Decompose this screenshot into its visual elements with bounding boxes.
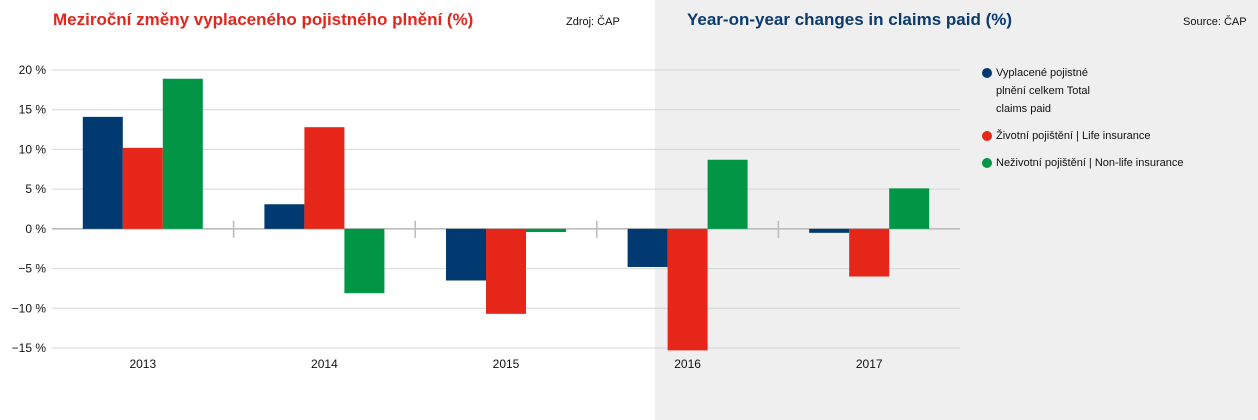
chart-title-czech: Meziroční změny vyplaceného pojistného p… — [53, 10, 474, 29]
bar — [486, 228, 526, 314]
chart-legend: Vyplacené pojistné plnění celkem Total c… — [982, 64, 1236, 181]
x-tick-label: 2013 — [129, 357, 156, 371]
x-tick-label: 2017 — [856, 357, 883, 371]
legend-swatch — [982, 131, 992, 141]
bar — [446, 228, 486, 281]
y-tick-label: 0 % — [25, 222, 46, 236]
x-tick-label: 2014 — [311, 357, 338, 371]
bar — [849, 228, 890, 277]
legend-swatch — [982, 68, 992, 78]
bar — [122, 147, 163, 229]
legend-swatch — [982, 158, 992, 168]
bar — [344, 228, 385, 294]
y-tick-label: −5 % — [18, 262, 46, 276]
bar — [889, 188, 930, 229]
bar — [707, 159, 748, 229]
bar — [82, 116, 123, 229]
y-tick-label: 20 % — [19, 63, 47, 77]
chart-title-english: Year-on-year changes in claims paid (%) — [687, 10, 1013, 29]
y-tick-label: −15 % — [12, 341, 47, 355]
y-tick-label: 15 % — [19, 103, 47, 117]
legend-item: Životní pojištění | Life insurance — [982, 127, 1236, 145]
bar — [264, 204, 305, 229]
bar — [162, 78, 203, 229]
bar — [304, 127, 345, 229]
legend-label: Životní pojištění | Life insurance — [996, 130, 1151, 142]
bar — [526, 228, 566, 233]
bar — [627, 228, 668, 267]
x-tick-label: 2016 — [674, 357, 701, 371]
legend-label: Neživotní pojištění | Non-life insurance — [996, 157, 1184, 169]
y-tick-label: 5 % — [25, 182, 46, 196]
y-tick-label: 10 % — [19, 142, 47, 156]
bar — [667, 228, 708, 351]
legend-label: Vyplacené pojistné plnění celkem Total c… — [996, 67, 1090, 115]
source-note-english: Source: ČAP — [1183, 16, 1247, 28]
legend-item: Vyplacené pojistné plnění celkem Total c… — [982, 64, 1236, 118]
bar — [809, 228, 850, 233]
legend-item: Neživotní pojištění | Non-life insurance — [982, 154, 1236, 172]
x-tick-label: 2015 — [493, 357, 520, 371]
y-tick-label: −10 % — [12, 301, 47, 315]
source-note-czech: Zdroj: ČAP — [566, 16, 620, 28]
